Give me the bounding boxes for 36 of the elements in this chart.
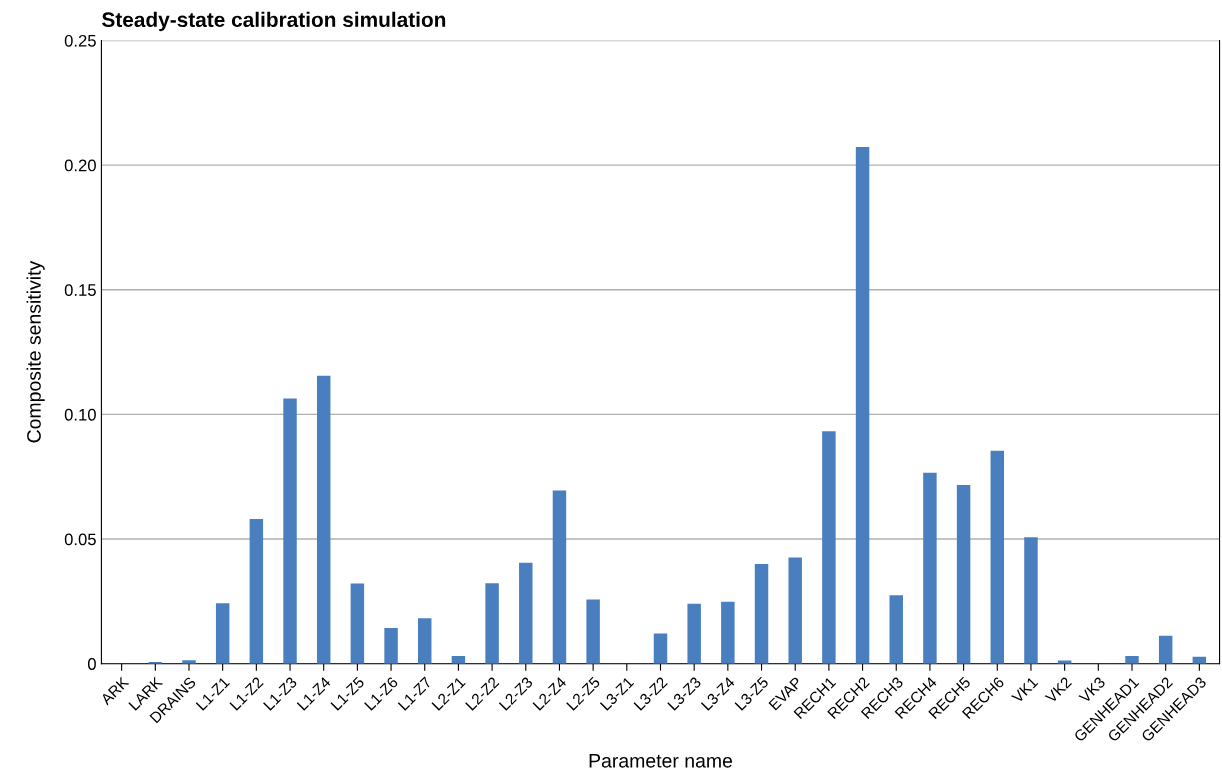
y-axis-title: Composite sensitivity xyxy=(26,260,45,443)
bar xyxy=(1158,635,1173,664)
bar xyxy=(687,603,701,664)
x-tick-label: VK1 xyxy=(1010,676,1039,704)
bar xyxy=(249,518,264,664)
bar xyxy=(889,595,903,664)
bar xyxy=(754,564,769,664)
chart-title: Steady-state calibration simulation xyxy=(102,11,446,32)
y-tick-label: 0.25 xyxy=(64,34,96,47)
y-tick-label: 0.15 xyxy=(64,284,96,296)
y-tick-label: 0.10 xyxy=(64,408,96,421)
bar xyxy=(350,583,365,664)
x-tick-label: VK2 xyxy=(1044,676,1072,704)
bar xyxy=(855,146,870,664)
bar xyxy=(519,562,533,664)
bar xyxy=(552,490,567,664)
bar xyxy=(653,633,668,664)
y-tick-label: 0.20 xyxy=(64,159,96,172)
bar xyxy=(418,618,432,664)
bar xyxy=(215,603,230,664)
y-tick-label: 0 xyxy=(87,658,96,670)
bar xyxy=(923,472,937,664)
bar xyxy=(586,599,600,664)
bar xyxy=(384,628,398,664)
x-axis-title: Parameter name xyxy=(589,754,733,768)
bar xyxy=(788,557,802,664)
bar xyxy=(1024,537,1038,664)
y-tick-label: 0.05 xyxy=(64,533,96,546)
bar xyxy=(283,398,297,664)
bar xyxy=(1125,655,1139,664)
bar xyxy=(316,375,331,664)
bar xyxy=(822,431,836,664)
bar xyxy=(485,583,499,664)
bar xyxy=(990,450,1005,664)
bar xyxy=(956,484,971,664)
bar xyxy=(721,601,735,664)
